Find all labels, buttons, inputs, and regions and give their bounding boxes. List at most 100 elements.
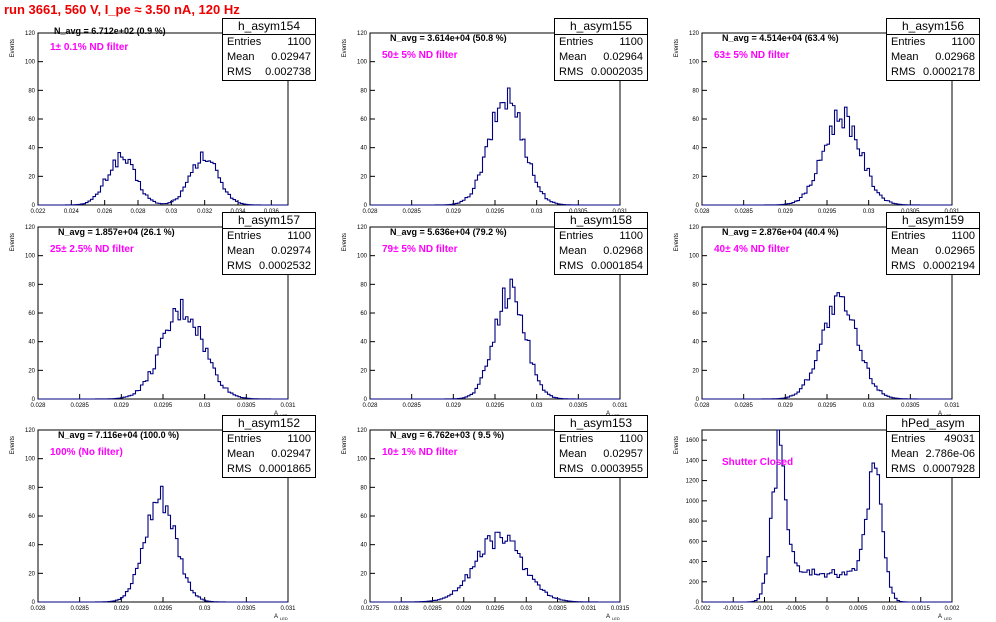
y-axis-title: Events	[10, 233, 16, 251]
histogram-panel-h_asym153: 0.0275 0.028 0.0285 0.029 0.0295 0.03 0.0305 0.…	[332, 415, 664, 622]
stats-row-mean: Mean 0.02964	[555, 50, 647, 65]
histogram-svg: 0.0275 0.028 0.0285 0.029 0.0295 0.03 0.0305 0.…	[342, 428, 630, 621]
y-tick-label: 0	[32, 600, 36, 606]
stats-value-rms: 0.0002194	[923, 260, 975, 272]
x-tick-label: -0.002	[693, 606, 711, 612]
stats-value-mean: 0.02964	[603, 51, 643, 63]
y-tick-label: 60	[28, 311, 35, 317]
stats-value-entries: 1100	[287, 36, 311, 48]
page-title: run 3661, 560 V, I_pe ≈ 3.50 nA, 120 Hz	[4, 2, 240, 17]
y-tick-label: 20	[360, 368, 367, 374]
stats-value-entries: 49031	[944, 433, 975, 445]
stats-label-mean: Mean	[891, 245, 919, 257]
x-tick-label: 0.024	[64, 209, 80, 215]
stats-label-entries: Entries	[559, 230, 594, 242]
y-tick-label: 40	[692, 146, 699, 152]
n-avg-label: N_avg = 4.514e+04 (63.4 %)	[722, 33, 839, 43]
histogram-series-line	[38, 151, 288, 206]
x-tick-label: 0.0285	[402, 209, 421, 215]
x-tick-label: 0.0295	[154, 403, 173, 409]
x-tick-label: 0.029	[446, 403, 462, 409]
y-tick-label: 400	[689, 560, 700, 566]
stats-value-rms: 0.002738	[265, 66, 311, 78]
y-tick-label: 100	[689, 254, 700, 260]
x-tick-label: 0.028	[130, 209, 146, 215]
stats-label-mean: Mean	[227, 245, 255, 257]
stats-row-mean: Mean 0.02965	[887, 244, 979, 259]
x-tick-label: 0.0285	[70, 606, 89, 612]
histogram-panel-h_asym154: 0.0220.0240.0260.0280.030.0320.0340.0360…	[0, 18, 332, 225]
histogram-series-line	[370, 278, 620, 400]
y-tick-label: 100	[357, 457, 368, 463]
y-tick-label: 120	[689, 225, 700, 231]
y-tick-label: 100	[25, 457, 36, 463]
y-tick-label: 20	[692, 174, 699, 180]
x-tick-label: 0.03	[199, 403, 211, 409]
filter-annotation: 79± 5% ND filter	[382, 244, 458, 255]
stats-row-entries: Entries 1100	[223, 229, 315, 244]
stats-value-entries: 1100	[951, 230, 975, 242]
y-tick-label: 80	[28, 282, 35, 288]
stats-value-mean: 0.02968	[935, 51, 975, 63]
y-tick-label: 80	[692, 282, 699, 288]
filter-annotation: 100% (No filter)	[50, 447, 123, 458]
y-axis-title: Events	[10, 39, 16, 57]
x-axis-title: A	[938, 411, 942, 417]
x-tick-label: 0.0295	[818, 209, 837, 215]
stats-box: h_asym159 Entries 1100 Mean 0.02965 RMS 0.0002…	[886, 212, 980, 275]
x-tick-label: 0.029	[778, 209, 794, 215]
stats-label-entries: Entries	[559, 36, 594, 48]
y-tick-label: 20	[28, 174, 35, 180]
x-axis-title: A	[274, 411, 278, 417]
y-tick-label: 40	[692, 340, 699, 346]
stats-row-entries: Entries 1100	[223, 432, 315, 447]
x-tick-label: 0.0295	[486, 606, 505, 612]
stats-value-mean: 2.786e-06	[925, 448, 975, 460]
histogram-panel-h_asym152: 0.028 0.0285 0.029 0.0295 0.03 0.0305 0.031 0 20…	[0, 415, 332, 622]
y-tick-label: 120	[25, 225, 36, 231]
histogram-panel-h_asym159: 0.028 0.0285 0.029 0.0295 0.03 0.0305 0.031 0 20…	[664, 212, 996, 419]
filter-annotation: 40± 4% ND filter	[714, 244, 790, 255]
x-tick-label: 0.031	[581, 606, 597, 612]
x-axis-title: A	[606, 614, 610, 620]
x-tick-label: 0.029	[446, 209, 462, 215]
stats-value-rms: 0.0002178	[923, 66, 975, 78]
histogram-panel-h_asym157: 0.028 0.0285 0.029 0.0295 0.03 0.0305 0.031 0 20…	[0, 212, 332, 419]
y-tick-label: 120	[357, 225, 368, 231]
y-tick-label: 120	[689, 31, 700, 37]
x-tick-label: 0.028	[362, 403, 378, 409]
stats-label-entries: Entries	[891, 36, 926, 48]
n-avg-label: N_avg = 1.857e+04 (26.1 %)	[58, 227, 175, 237]
x-tick-label: 0.0285	[423, 606, 442, 612]
y-tick-label: 60	[692, 311, 699, 317]
y-tick-label: 20	[692, 368, 699, 374]
y-tick-label: 40	[28, 146, 35, 152]
stats-label-rms: RMS	[891, 260, 916, 272]
histogram-series-line	[370, 531, 620, 603]
y-tick-label: 80	[360, 485, 367, 491]
stats-value-mean: 0.02974	[271, 245, 311, 257]
filter-annotation: 50± 5% ND filter	[382, 50, 458, 61]
stats-label-entries: Entries	[227, 433, 262, 445]
stats-value-mean: 0.02947	[271, 51, 311, 63]
stats-box: h_asym155 Entries 1100 Mean 0.02964 RMS 0.0002…	[554, 18, 648, 81]
n-avg-label: N_avg = 7.116e+04 (100.0 %)	[58, 430, 180, 440]
x-tick-label: 0.022	[30, 209, 46, 215]
x-tick-label: 0.028	[694, 209, 710, 215]
y-tick-label: 60	[360, 514, 367, 520]
x-tick-label: 0.028	[362, 209, 378, 215]
x-tick-label: 0.031	[944, 403, 960, 409]
stats-value-rms: 0.0007928	[923, 463, 975, 475]
y-tick-label: 40	[28, 340, 35, 346]
histogram-panel-h_asym158: 0.028 0.0285 0.029 0.0295 0.03 0.0305 0.031 0 20…	[332, 212, 664, 419]
x-tick-label: 0.0305	[901, 403, 920, 409]
x-tick-label: 0.029	[114, 606, 130, 612]
y-tick-label: 20	[28, 368, 35, 374]
stats-row-rms: RMS 0.0001854	[555, 259, 647, 274]
y-tick-label: 100	[689, 60, 700, 66]
y-tick-label: 0	[32, 397, 36, 403]
stats-row-rms: RMS 0.0001865	[223, 462, 315, 477]
stats-row-rms: RMS 0.0007928	[887, 462, 979, 477]
stats-label-rms: RMS	[891, 66, 916, 78]
stats-value-entries: 1100	[619, 230, 643, 242]
